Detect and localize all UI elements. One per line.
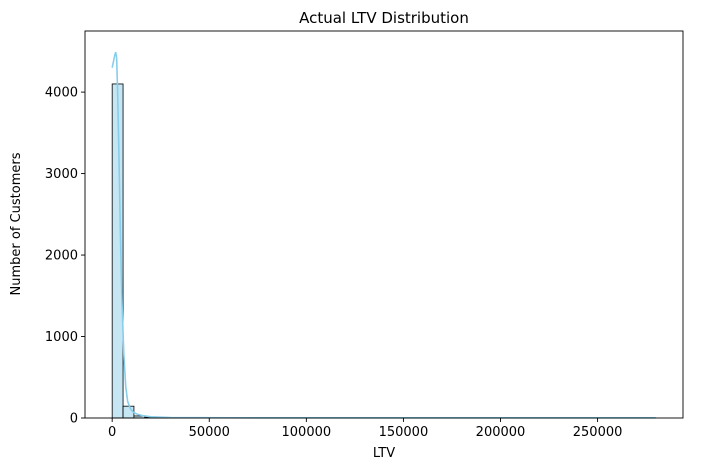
x-tick-label: 150000 bbox=[379, 425, 429, 440]
y-tick-label: 2000 bbox=[45, 249, 78, 264]
y-axis-ticks: 0 1000 2000 3000 4000 bbox=[45, 86, 85, 427]
histogram-bars bbox=[111, 83, 211, 419]
y-tick-label: 3000 bbox=[45, 167, 78, 182]
x-axis-ticks: 0 50000 100000 150000 200000 250000 bbox=[108, 418, 622, 440]
kde-line bbox=[111, 51, 656, 419]
y-tick-label: 0 bbox=[70, 412, 78, 427]
x-axis-label: LTV bbox=[373, 446, 395, 461]
chart-title: Actual LTV Distribution bbox=[299, 9, 469, 27]
plot-frame bbox=[84, 30, 684, 419]
y-tick-label: 4000 bbox=[45, 86, 78, 101]
x-tick-label: 0 bbox=[108, 425, 116, 440]
x-tick-label: 250000 bbox=[573, 425, 623, 440]
x-tick-label: 200000 bbox=[476, 425, 526, 440]
y-axis-label: Number of Customers bbox=[9, 152, 24, 295]
y-tick-label: 1000 bbox=[45, 330, 78, 345]
x-tick-label: 50000 bbox=[189, 425, 230, 440]
x-tick-label: 100000 bbox=[282, 425, 332, 440]
